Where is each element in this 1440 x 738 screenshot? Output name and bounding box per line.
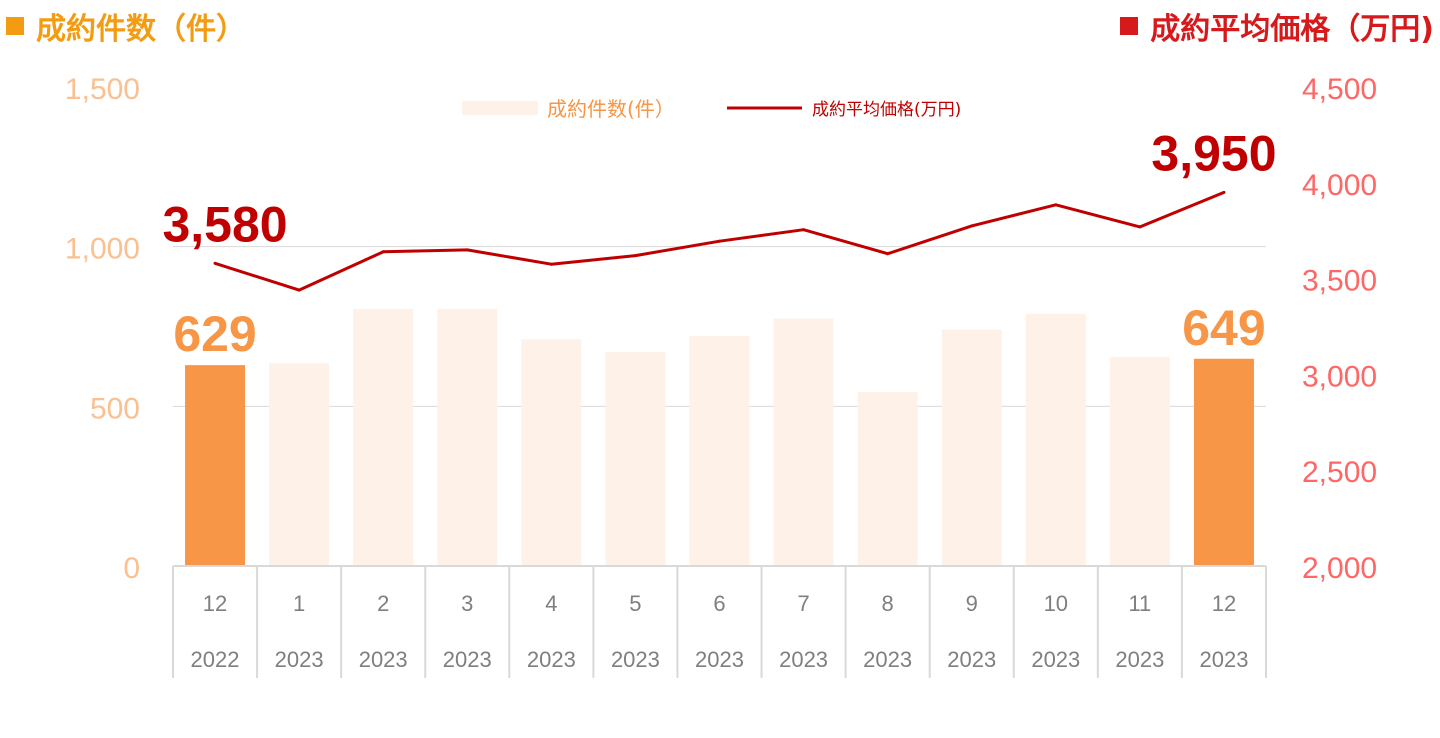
- month-tick-label: 5: [629, 591, 641, 616]
- year-tick-label: 2023: [1199, 647, 1248, 672]
- line-point: [1222, 190, 1226, 194]
- line-point: [297, 288, 301, 292]
- right-axis-tick-label: 3,000: [1302, 360, 1377, 393]
- right-axis-title: 成約平均価格（万円): [1120, 4, 1434, 48]
- left-axis-tick-label: 0: [123, 552, 140, 585]
- bar: [269, 363, 330, 566]
- left-axis-title-text: 成約件数（件）: [36, 12, 246, 47]
- right-axis-tick-label: 3,500: [1302, 265, 1377, 298]
- right-axis-tick-label: 2,000: [1302, 552, 1377, 585]
- right-axis-tick-label: 4,500: [1302, 73, 1377, 106]
- bar: [353, 308, 414, 566]
- line-point: [802, 228, 806, 232]
- line-point: [886, 252, 890, 256]
- line-point: [549, 262, 553, 266]
- month-tick-label: 12: [1212, 591, 1236, 616]
- left-axis-tick-label: 1,500: [65, 73, 140, 106]
- line-data-label: 3,950: [1151, 125, 1276, 181]
- line-point: [1138, 225, 1142, 229]
- year-tick-label: 2023: [863, 647, 912, 672]
- bar: [185, 365, 246, 566]
- bar: [941, 329, 1002, 566]
- bar: [1025, 313, 1086, 566]
- bar: [605, 352, 666, 566]
- month-tick-label: 7: [797, 591, 809, 616]
- left-axis-tick-label: 1,000: [65, 233, 140, 266]
- year-tick-label: 2023: [1115, 647, 1164, 672]
- bar-data-label: 629: [173, 306, 256, 362]
- bar: [689, 336, 750, 566]
- legend-bar-label: 成約件数(件）: [547, 97, 675, 121]
- bar: [857, 391, 918, 566]
- year-tick-label: 2023: [695, 647, 744, 672]
- year-tick-label: 2023: [527, 647, 576, 672]
- year-tick-label: 2023: [443, 647, 492, 672]
- month-tick-label: 4: [545, 591, 557, 616]
- right-axis-tick-label: 4,000: [1302, 169, 1377, 202]
- line-point: [718, 239, 721, 243]
- legend-bar-swatch: [462, 101, 538, 115]
- line-point: [970, 224, 974, 228]
- orange-square-icon: [6, 17, 24, 35]
- year-tick-label: 2023: [275, 647, 324, 672]
- year-tick-label: 2023: [1031, 647, 1080, 672]
- month-tick-label: 10: [1044, 591, 1068, 616]
- year-tick-label: 2023: [947, 647, 996, 672]
- bar: [773, 318, 834, 566]
- bar-data-label: 649: [1182, 300, 1265, 356]
- year-tick-label: 2023: [359, 647, 408, 672]
- red-square-icon: [1120, 17, 1139, 35]
- bar: [1109, 356, 1170, 566]
- line-point: [381, 250, 385, 254]
- right-axis-title-text: 成約平均価格（万円): [1150, 12, 1434, 47]
- month-tick-label: 9: [966, 591, 978, 616]
- year-tick-label: 2023: [779, 647, 828, 672]
- line-point: [465, 248, 469, 252]
- line-data-label: 3,580: [162, 196, 287, 252]
- month-tick-label: 12: [203, 591, 227, 616]
- bar: [521, 339, 582, 566]
- right-axis-tick-label: 2,500: [1302, 456, 1377, 489]
- line-point: [213, 261, 217, 265]
- bar: [437, 308, 498, 566]
- month-tick-label: 3: [461, 591, 473, 616]
- line-point: [1054, 203, 1058, 207]
- month-tick-label: 11: [1128, 591, 1151, 616]
- bar: [1193, 358, 1254, 566]
- month-tick-label: 6: [713, 591, 725, 616]
- left-axis-title: 成約件数（件）: [6, 4, 246, 48]
- month-tick-label: 1: [293, 591, 305, 616]
- line-point: [633, 254, 637, 258]
- left-axis-tick-label: 500: [90, 392, 140, 425]
- year-tick-label: 2022: [191, 647, 240, 672]
- legend-line-label: 成約平均価格(万円): [812, 100, 961, 120]
- month-tick-label: 2: [377, 591, 389, 616]
- year-tick-label: 2023: [611, 647, 660, 672]
- month-tick-label: 8: [882, 591, 894, 616]
